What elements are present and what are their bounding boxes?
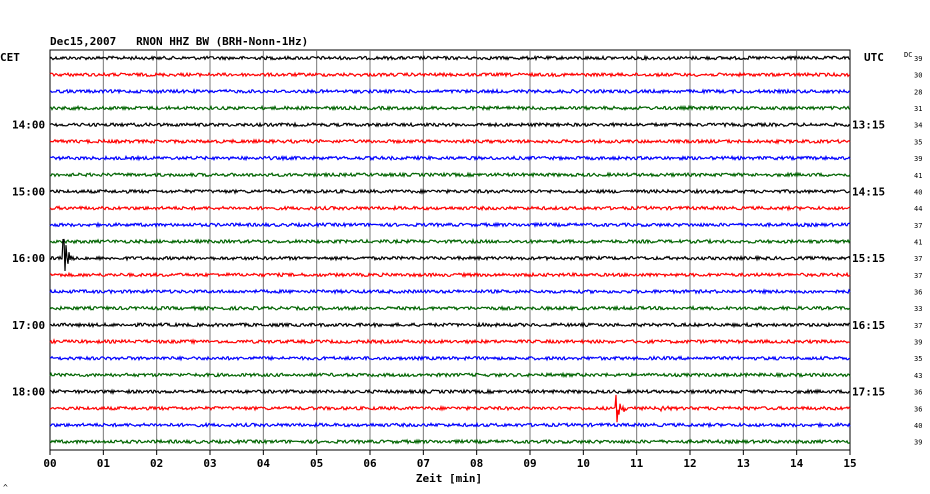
dc-value: 36 [914, 389, 922, 397]
trace-line [49, 238, 851, 272]
x-tick-label: 03 [203, 457, 216, 470]
dc-header-label: DC [904, 51, 912, 59]
right-timezone-label: UTC [864, 51, 884, 64]
trace-line [49, 204, 851, 212]
dc-value: 37 [914, 272, 922, 280]
trace-line [49, 188, 851, 195]
trace-line [49, 121, 851, 128]
dc-value: 44 [914, 205, 922, 213]
dc-value: 39 [914, 155, 922, 163]
trace-line [49, 421, 851, 429]
dc-value-column: 39 30 28 31 34 35 39 41 40 44 37 41 37 37 36 33 37 39 35 43… [914, 55, 922, 447]
right-time-labels: 13:15 14:15 15:15 16:15 17:15 [852, 119, 885, 399]
x-tick-label: 05 [310, 457, 323, 470]
dc-value: 40 [914, 422, 922, 430]
trace-group [49, 54, 851, 445]
x-tick-label: 02 [150, 457, 163, 470]
x-tick-label: 08 [470, 457, 483, 470]
trace-line [49, 237, 851, 245]
x-tick-label: 01 [97, 457, 111, 470]
trace-line [49, 154, 851, 162]
x-tick-label: 14 [790, 457, 804, 470]
dc-value: 37 [914, 322, 922, 330]
trace-line [49, 438, 851, 445]
dc-value: 40 [914, 188, 922, 196]
x-tick-label: 09 [523, 457, 536, 470]
left-time-label: 15:00 [12, 185, 45, 198]
dc-value: 34 [914, 122, 922, 130]
dc-value: 28 [914, 88, 922, 96]
dc-value: 36 [914, 289, 922, 297]
trace-line [49, 271, 851, 279]
right-time-label: 13:15 [852, 119, 885, 132]
x-tick-label: 13 [737, 457, 750, 470]
trace-line [49, 288, 851, 295]
chart-title: Dec15,2007 RNON HHZ BW (BRH-Nonn-1Hz) [50, 35, 308, 48]
left-time-label: 16:00 [12, 252, 45, 265]
right-time-label: 17:15 [852, 386, 885, 399]
trace-line [49, 304, 851, 312]
x-axis-ticks: 00 01 02 03 04 05 06 07 08 09 10 11 12 13 14 15 [43, 450, 857, 470]
trace-line [49, 88, 851, 95]
right-time-label: 16:15 [852, 319, 885, 332]
trace-line [49, 371, 851, 379]
dc-value: 43 [914, 372, 922, 380]
x-tick-label: 11 [630, 457, 644, 470]
dc-value: 30 [914, 72, 922, 80]
x-tick-label: 10 [577, 457, 590, 470]
dc-value: 36 [914, 405, 922, 413]
right-time-label: 14:15 [852, 185, 885, 198]
right-time-label: 15:15 [852, 252, 885, 265]
x-tick-label: 04 [257, 457, 271, 470]
trace-line [49, 71, 851, 78]
trace-line [49, 394, 851, 423]
trace-line [49, 388, 851, 396]
dc-value: 39 [914, 339, 922, 347]
trace-line [49, 54, 851, 62]
dc-value: 37 [914, 255, 922, 263]
trace-line [49, 338, 851, 346]
left-time-label: 14:00 [12, 119, 45, 132]
dc-value: 37 [914, 222, 922, 230]
dc-value: 41 [914, 238, 922, 246]
left-time-label: 17:00 [12, 319, 45, 332]
dc-value: 39 [914, 439, 922, 447]
x-tick-label: 07 [417, 457, 430, 470]
trace-line [49, 355, 851, 362]
vertical-grid [102, 50, 798, 450]
dc-value: 35 [914, 138, 922, 146]
dc-value: 39 [914, 55, 922, 63]
left-time-label: 18:00 [12, 386, 45, 399]
trace-line [49, 221, 851, 229]
dc-value: 33 [914, 305, 922, 313]
x-tick-label: 15 [843, 457, 856, 470]
left-timezone-label: CET [0, 51, 20, 64]
trace-line [49, 137, 851, 145]
trace-line [49, 171, 851, 179]
dc-value: 41 [914, 172, 922, 180]
plot-frame [49, 49, 851, 451]
x-axis-label: Zeit [min] [416, 472, 482, 485]
trace-line [49, 104, 851, 112]
x-tick-label: 06 [363, 457, 377, 470]
left-time-labels: 14:00 15:00 16:00 17:00 18:00 [12, 119, 45, 399]
corner-mark: ^ [3, 483, 8, 492]
trace-line [49, 321, 851, 329]
dc-value: 35 [914, 355, 922, 363]
x-tick-label: 12 [683, 457, 696, 470]
x-tick-label: 00 [43, 457, 56, 470]
dc-value: 31 [914, 105, 922, 113]
